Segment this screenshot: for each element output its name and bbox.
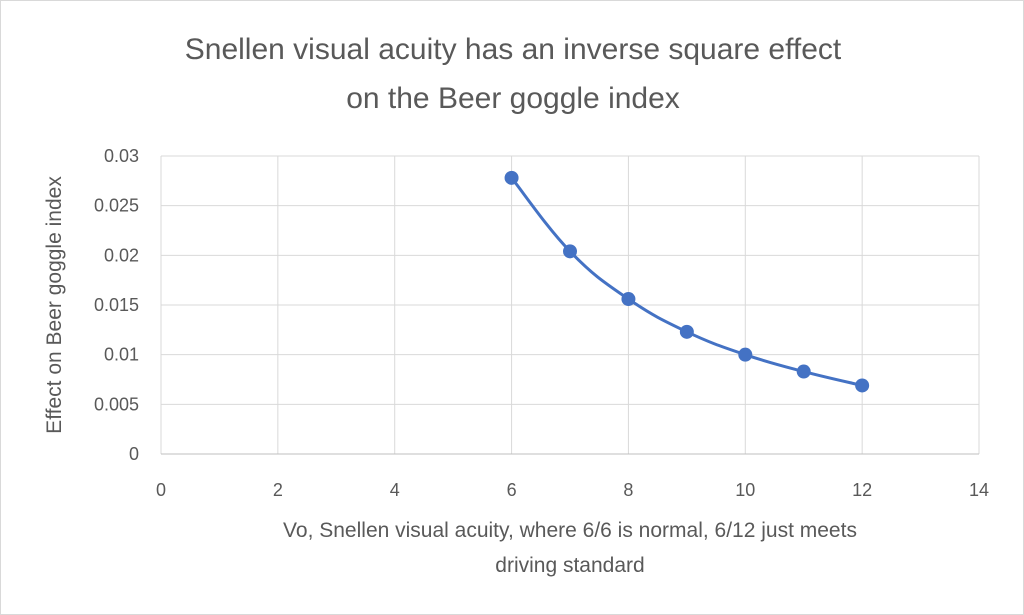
data-point-marker [504,170,519,185]
x-tick-labels: 0 2 4 6 8 10 12 14 [156,480,989,500]
chart-title-line-1: Snellen visual acuity has an inverse squ… [185,33,842,66]
x-tick-label: 0 [156,480,166,500]
data-series [504,170,870,393]
data-point-marker [563,244,577,259]
y-tick-label: 0 [129,444,139,464]
y-tick-label: 0.02 [104,245,139,265]
x-tick-label: 12 [852,480,872,500]
y-tick-label: 0.015 [94,295,139,315]
x-tick-label: 4 [390,480,400,500]
chart-title-line-2: on the Beer goggle index [346,82,680,115]
y-tick-labels: 0 0.005 0.01 0.015 0.02 0.025 0.03 [94,146,139,464]
y-tick-label: 0.005 [94,394,139,414]
data-point-marker [621,292,636,307]
y-tick-label: 0.025 [94,196,139,216]
y-axis-title: Effect on Beer goggle index [43,176,66,434]
x-tick-label: 10 [735,480,755,500]
gridlines [160,155,980,454]
x-axis-title-line-1: Vo, Snellen visual acuity, where 6/6 is … [283,519,857,542]
x-tick-label: 14 [969,480,989,500]
data-point-marker [855,378,870,393]
y-tick-label: 0.03 [104,146,139,166]
data-point-marker [738,347,753,362]
x-tick-label: 2 [273,480,283,500]
data-point-marker [679,324,694,339]
y-tick-label: 0.01 [104,345,139,365]
x-axis-title-line-2: driving standard [495,554,644,577]
x-tick-label: 8 [623,480,633,500]
data-point-marker [796,364,811,379]
x-tick-label: 6 [507,480,517,500]
